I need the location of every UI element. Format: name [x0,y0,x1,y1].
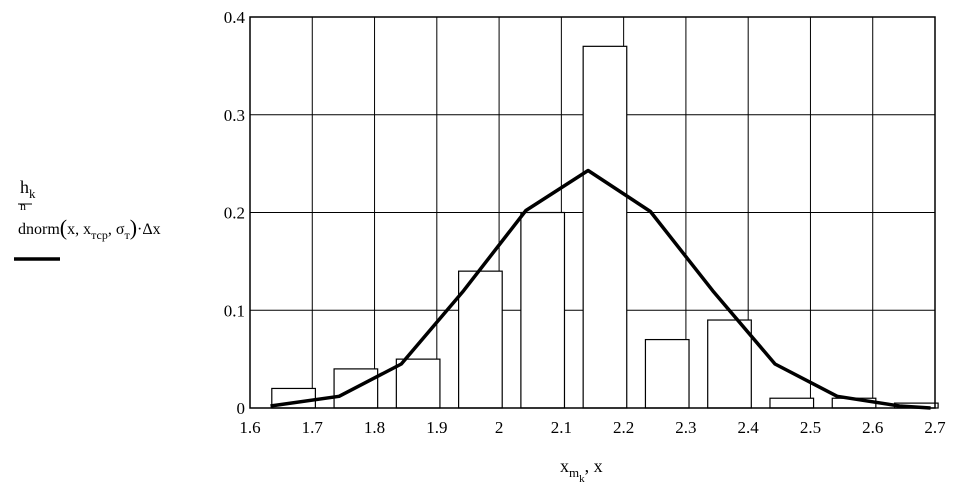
histogram-bars [271,45,939,409]
normal-curve [270,168,931,410]
y-label-series2: dnorm(x, xтср, σт)·Δx [14,215,161,261]
bar-6 [644,338,690,409]
bar-7 [707,319,752,409]
x-label-rest: , x [585,456,603,476]
y-label-series1: hk n [18,177,36,213]
bar-2 [395,358,441,409]
y-tick-labels: 0 0.1 0.2 0.3 0.4 [224,8,246,418]
x-label-sub2: k [579,473,585,485]
y-label-h: h [20,177,29,197]
x-tick-labels: 1.6 1.7 1.8 1.9 2 2.1 2.2 2.3 2.4 2.5 2.6 2.7 [239,418,946,437]
x-tick-3: 1.9 [426,418,447,437]
x-tick-11: 2.7 [924,418,946,437]
y-tick-0: 0 [237,399,246,418]
y-label-fn: dnorm [18,221,60,238]
bar-4 [520,211,566,409]
x-label-main: x [560,456,569,476]
plot-frame [249,16,936,409]
y-label-mult: ·Δx [137,221,161,238]
curve-line [270,168,931,410]
y-label-arg3-sub: т [124,228,130,242]
x-tick-5: 2.1 [551,418,572,437]
x-tick-10: 2.6 [862,418,883,437]
y-tick-3: 0.3 [224,106,245,125]
bar-5 [582,45,628,409]
y-tick-1: 0.1 [224,301,245,320]
x-tick-4: 2 [495,418,504,437]
x-axis-label: xmk, x [560,456,603,485]
x-tick-9: 2.5 [800,418,821,437]
svg-text:dnorm(x, xтср, σт)·Δx: dnorm(x, xтср, σт)·Δx [18,215,161,242]
y-label-arg2-sub: тср [91,228,108,242]
y-label-arg3: σ [116,221,125,238]
bar-8 [769,397,815,409]
svg-text:hk: hk [20,177,36,201]
y-label-arg1: x [67,221,75,238]
bar-3 [458,270,503,409]
y-label-arg2: x [83,221,91,238]
x-tick-1: 1.7 [302,418,324,437]
x-tick-8: 2.4 [738,418,760,437]
x-tick-2: 1.8 [364,418,385,437]
x-tick-6: 2.2 [613,418,634,437]
y-tick-2: 0.2 [224,204,245,223]
x-tick-7: 2.3 [675,418,696,437]
y-label-h-suffix: n [20,199,26,213]
y-tick-4: 0.4 [224,8,246,27]
x-tick-0: 1.6 [239,418,260,437]
y-label-h-sub: k [29,186,36,201]
x-label-sub1: m [569,465,579,480]
